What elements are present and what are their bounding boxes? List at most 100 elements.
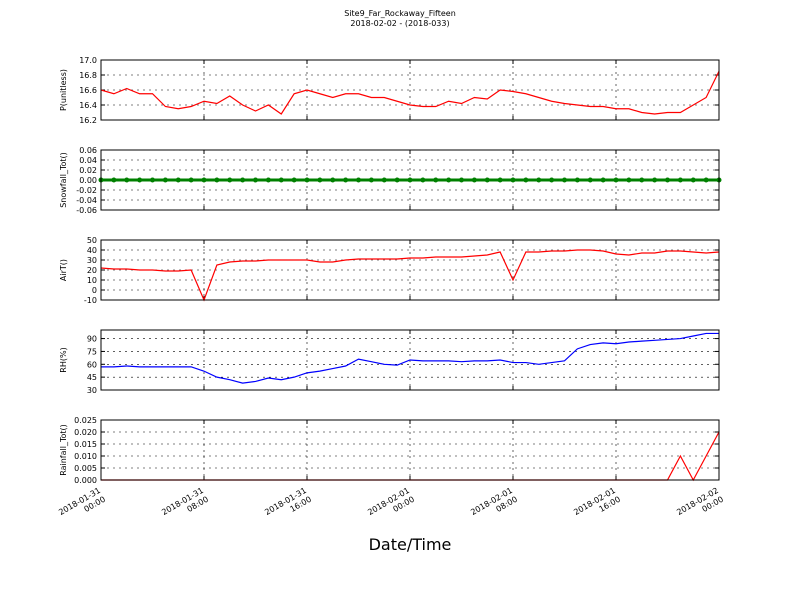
data-point: [626, 177, 632, 183]
y-tick-label: -0.04: [76, 196, 97, 205]
data-point: [394, 177, 400, 183]
x-axis-label: Date/Time: [369, 535, 452, 554]
data-point: [677, 177, 683, 183]
data-point: [639, 177, 645, 183]
y-axis-label: P(unitless): [59, 69, 68, 111]
data-point: [420, 177, 426, 183]
y-tick-label: 0: [92, 286, 97, 295]
data-point: [549, 177, 555, 183]
data-line: [100, 249, 720, 302]
y-tick-label: 20: [87, 266, 97, 275]
y-axis-label: Rainfall_Tot(): [59, 424, 68, 476]
y-tick-label: 16.4: [79, 101, 97, 110]
data-point: [536, 177, 542, 183]
x-tick-label: 2018-02-0108:00: [469, 486, 519, 526]
data-point: [703, 177, 709, 183]
y-tick-label: 0.010: [74, 452, 97, 461]
data-point: [446, 177, 452, 183]
y-tick-label: -10: [84, 296, 97, 305]
data-point: [368, 177, 374, 183]
y-tick-label: 0.005: [74, 464, 97, 473]
y-tick-label: 0.06: [79, 146, 97, 155]
chart-subtitle: 2018-02-02 - (2018-033): [350, 19, 449, 28]
data-point: [510, 177, 516, 183]
y-tick-label: 10: [87, 276, 97, 285]
y-tick-label: 50: [87, 236, 97, 245]
data-point: [523, 177, 529, 183]
data-point: [150, 177, 155, 183]
y-tick-label: 0.00: [79, 176, 97, 185]
data-point: [214, 177, 220, 183]
data-point: [497, 177, 503, 183]
data-point: [587, 177, 593, 183]
data-point: [652, 177, 658, 183]
y-tick-label: 30: [87, 386, 97, 395]
data-point: [291, 177, 297, 183]
y-tick-label: 0.000: [74, 476, 97, 485]
axes-frame: [100, 59, 720, 121]
data-point: [124, 177, 130, 183]
y-tick-label: 45: [87, 373, 97, 382]
data-point: [471, 177, 477, 183]
data-line: [100, 70, 720, 115]
x-tick-label: 2018-02-0200:00: [675, 486, 725, 526]
x-tick-label: 2018-02-0100:00: [366, 486, 416, 526]
data-point: [459, 177, 464, 183]
y-tick-label: 60: [87, 360, 97, 369]
data-point: [278, 177, 284, 183]
x-tick-label: 2018-01-3116:00: [263, 486, 313, 526]
data-point: [562, 177, 567, 183]
y-axis-label: Snowfall_Tot(): [59, 152, 68, 208]
data-line: [101, 332, 719, 384]
x-tick-label: 2018-01-3100:00: [57, 486, 107, 526]
data-point: [162, 177, 168, 183]
chart-title: Site9_Far_Rockaway_Fifteen: [344, 9, 456, 18]
data-point: [574, 177, 580, 183]
axes-frame: [100, 149, 720, 211]
data-point: [253, 177, 258, 183]
y-tick-label: 16.6: [79, 86, 97, 95]
y-axis-label: RH(%): [59, 347, 68, 372]
y-tick-label: 17.0: [79, 56, 97, 65]
data-point: [111, 177, 117, 183]
data-point: [201, 177, 207, 183]
data-point: [265, 177, 271, 183]
data-point: [137, 177, 143, 183]
y-tick-label: 16.8: [79, 71, 97, 80]
y-axis-label: AirT(): [59, 259, 68, 281]
data-point: [484, 177, 490, 183]
data-point: [317, 177, 323, 183]
y-tick-label: -0.02: [76, 186, 97, 195]
y-tick-label: 0.02: [79, 166, 97, 175]
data-point: [356, 177, 361, 183]
axes-frame: [100, 419, 720, 481]
y-tick-label: 90: [87, 335, 97, 344]
y-tick-label: -0.06: [76, 206, 97, 215]
y-tick-label: 0.020: [74, 428, 97, 437]
y-tick-label: 40: [87, 246, 97, 255]
data-point: [304, 177, 310, 183]
data-point: [343, 177, 349, 183]
data-point: [407, 177, 413, 183]
data-point: [665, 177, 670, 183]
x-tick-label: 2018-02-0116:00: [572, 486, 622, 526]
data-point: [188, 177, 194, 183]
y-tick-label: 75: [87, 347, 97, 356]
y-tick-label: 30: [87, 256, 97, 265]
data-point: [227, 177, 233, 183]
y-tick-label: 0.015: [74, 440, 97, 449]
data-point: [433, 177, 439, 183]
data-point: [690, 177, 696, 183]
data-point: [175, 177, 181, 183]
data-point: [330, 177, 336, 183]
y-tick-label: 16.2: [79, 116, 97, 125]
axes-frame: [100, 239, 720, 301]
x-tick-label: 2018-01-3108:00: [160, 486, 210, 526]
y-tick-label: 0.04: [79, 156, 97, 165]
data-point: [613, 177, 619, 183]
data-point: [600, 177, 606, 183]
y-tick-label: 0.025: [74, 416, 97, 425]
data-point: [240, 177, 246, 183]
data-point: [381, 177, 387, 183]
